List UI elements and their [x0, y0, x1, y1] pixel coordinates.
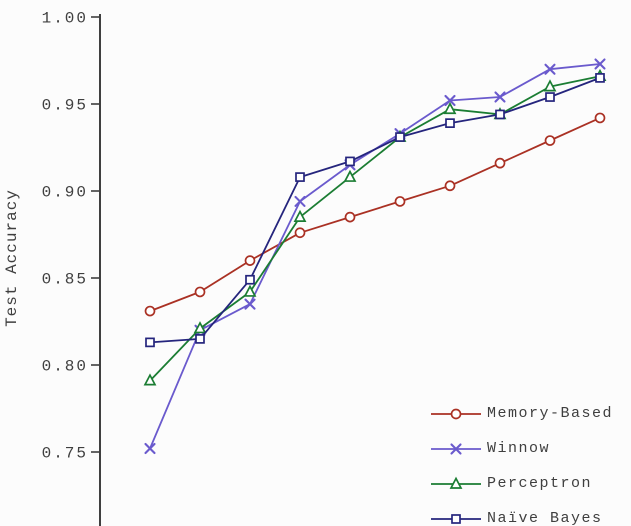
square-marker-icon — [431, 513, 481, 524]
x-marker-icon — [431, 442, 481, 455]
series-winnow — [144, 58, 606, 455]
legend-label: Winnow — [487, 440, 551, 457]
circle-marker-icon — [431, 408, 481, 419]
series-line — [149, 63, 601, 449]
series-memory-based — [144, 112, 606, 317]
y-tick-label: 0.95 — [42, 97, 88, 115]
legend-item-na-ve-bayes: Naïve Bayes — [430, 501, 613, 526]
y-tick-label: 0.90 — [42, 184, 88, 202]
triangle-marker-icon — [431, 476, 481, 489]
y-tick-label: 0.75 — [42, 445, 88, 463]
series-line — [149, 117, 601, 312]
legend-item-perceptron: Perceptron — [430, 466, 613, 501]
legend-label: Memory-Based — [487, 405, 614, 422]
y-tick-label: 0.80 — [42, 358, 88, 376]
series-line — [149, 77, 601, 344]
series-line — [149, 75, 601, 382]
legend-item-winnow: Winnow — [430, 431, 613, 466]
legend-label: Perceptron — [487, 475, 593, 492]
legend-label: Naïve Bayes — [487, 510, 603, 526]
series-na-ve-bayes — [145, 73, 605, 348]
y-tick-label: 0.85 — [42, 271, 88, 289]
series-perceptron — [143, 68, 607, 386]
y-axis-label: Test Accuracy — [3, 189, 21, 327]
legend: Memory-Based Winnow Perceptron Naïve Bayes — [430, 396, 613, 526]
y-tick-label: 1.00 — [42, 10, 88, 28]
legend-item-memory-based: Memory-Based — [430, 396, 613, 431]
